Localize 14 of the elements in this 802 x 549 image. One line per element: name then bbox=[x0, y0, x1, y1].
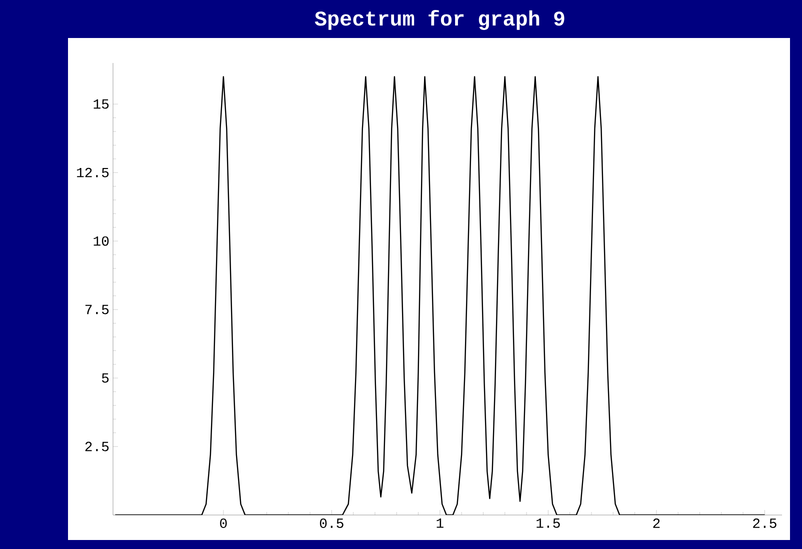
x-tick-label: 2 bbox=[653, 518, 660, 528]
y-tick-label: 7.5 bbox=[85, 304, 109, 314]
x-tick-label: 1 bbox=[436, 518, 444, 528]
y-tick-label: 15 bbox=[94, 99, 109, 109]
x-tick-label: 1.5 bbox=[536, 518, 560, 528]
y-tick-label: 10 bbox=[94, 236, 109, 246]
x-tick-label: 0 bbox=[220, 518, 227, 528]
y-tick-label: 2.5 bbox=[85, 442, 109, 452]
x-tick-label: 2.5 bbox=[753, 518, 776, 528]
chart-title: Spectrum for graph 9 bbox=[314, 10, 564, 30]
y-tick-label: 12.5 bbox=[77, 168, 109, 178]
line-series bbox=[114, 76, 766, 515]
y-tick-label: 5 bbox=[102, 373, 109, 383]
x-tick-label: 0.5 bbox=[320, 518, 344, 528]
